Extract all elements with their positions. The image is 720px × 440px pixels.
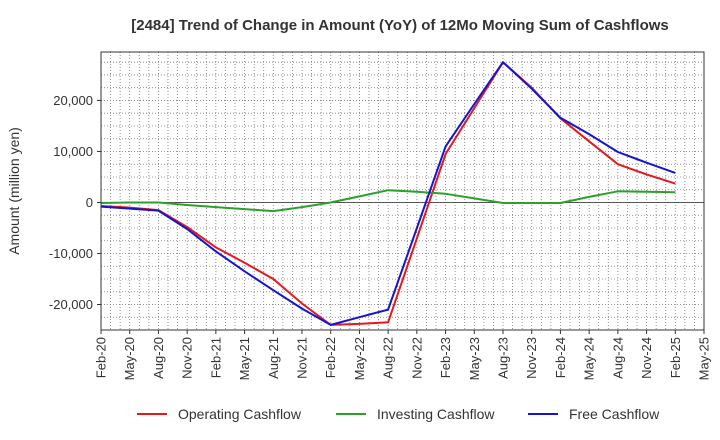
x-tick-label: Feb-24 bbox=[553, 337, 568, 378]
x-tick-label: Feb-20 bbox=[94, 337, 109, 378]
x-tick-label: Feb-25 bbox=[668, 337, 683, 378]
x-tick-label: Nov-24 bbox=[639, 337, 654, 379]
x-tick-label: Nov-22 bbox=[409, 337, 424, 379]
y-tick-label: 0 bbox=[86, 195, 93, 210]
plot-area-frame bbox=[100, 51, 705, 331]
x-tick-label: Feb-21 bbox=[208, 337, 223, 378]
series-line-operating-cashflow bbox=[100, 61, 676, 326]
x-tick-label: Aug-23 bbox=[496, 337, 511, 379]
x-tick-label: Feb-23 bbox=[438, 337, 453, 378]
legend: Operating Cashflow Investing Cashflow Free… bbox=[137, 406, 660, 422]
x-tick-label: Nov-23 bbox=[524, 337, 539, 379]
legend-label: Investing Cashflow bbox=[377, 406, 495, 422]
y-tick-label: 10,000 bbox=[53, 144, 93, 159]
x-tick-label: Nov-21 bbox=[295, 337, 310, 379]
x-tick-label: May-23 bbox=[467, 337, 482, 380]
x-tick-label: May-24 bbox=[582, 337, 597, 380]
x-tick-label: Aug-24 bbox=[610, 337, 625, 379]
x-axis-ticks: Feb-20 May-20 Aug-20 Nov-20 Feb-21 May-21 Aug-… bbox=[94, 330, 712, 380]
x-tick-label: Aug-21 bbox=[266, 337, 281, 379]
series-line-investing-cashflow bbox=[100, 189, 676, 213]
chart-title: [2484] Trend of Change in Amount (YoY) o… bbox=[131, 17, 669, 34]
x-tick-label: Aug-20 bbox=[151, 337, 166, 379]
x-tick-label: May-22 bbox=[352, 337, 367, 380]
y-axis-ticks: 20,000 10,000 0 -10,000 -20,000 bbox=[49, 93, 101, 312]
x-tick-label: May-20 bbox=[122, 337, 137, 380]
x-tick-label: May-25 bbox=[697, 337, 712, 380]
x-tick-label: Aug-22 bbox=[381, 337, 396, 379]
legend-label: Free Cashflow bbox=[569, 406, 660, 422]
series-layer bbox=[100, 61, 676, 326]
y-tick-label: -10,000 bbox=[49, 246, 93, 261]
y-axis-label: Amount (million yen) bbox=[6, 127, 22, 255]
y-tick-label: 20,000 bbox=[53, 93, 93, 108]
series-line-free-cashflow bbox=[100, 61, 676, 326]
x-tick-label: Feb-22 bbox=[323, 337, 338, 378]
y-tick-label: -20,000 bbox=[49, 297, 93, 312]
x-tick-label: Nov-20 bbox=[180, 337, 195, 379]
x-tick-label: May-21 bbox=[237, 337, 252, 380]
legend-label: Operating Cashflow bbox=[178, 406, 302, 422]
